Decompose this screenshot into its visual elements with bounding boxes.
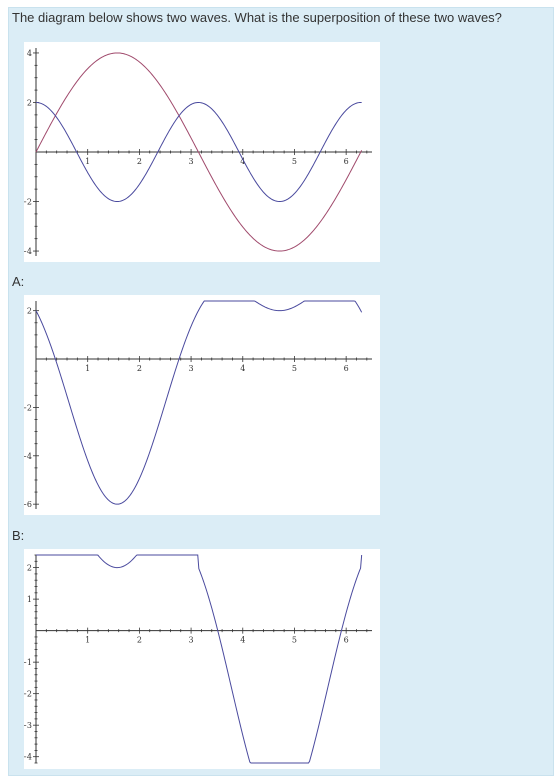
x-tick-label: 4 — [240, 157, 245, 166]
x-tick-label: 2 — [137, 364, 142, 373]
x-tick-label: 3 — [189, 157, 194, 166]
series-line — [35, 52, 363, 252]
chart-svg: 1 2 3 4 5 6 −6 −4 −2 2 — [24, 300, 372, 509]
x-tick-label: 2 — [137, 157, 142, 166]
y-tick-label: −2 — [24, 198, 32, 207]
x-tick-label: 1 — [85, 636, 90, 645]
option-a-label: A: — [12, 274, 25, 289]
x-tick-label: 1 — [85, 157, 90, 166]
x-tick-label: 2 — [137, 636, 142, 645]
x-tick-label: 5 — [292, 636, 297, 645]
option-a-plot[interactable]: 1 2 3 4 5 6 −6 −4 −2 2 — [24, 295, 380, 515]
x-tick-label: 5 — [292, 364, 297, 373]
y-tick-label: −4 — [24, 452, 32, 461]
y-tick-label: −3 — [24, 721, 32, 730]
y-tick-label: 2 — [27, 564, 32, 573]
series-line — [35, 101, 362, 203]
chart-svg: 1 2 3 4 5 6 −4 −2 2 4 — [24, 48, 372, 256]
y-tick-label: −4 — [24, 247, 32, 256]
x-tick-label: 5 — [292, 157, 297, 166]
y-tick-label: −2 — [24, 403, 32, 412]
x-tick-label: 4 — [240, 364, 245, 373]
x-tick-label: 6 — [344, 157, 349, 166]
x-tick-label: 3 — [189, 364, 194, 373]
x-tick-label: 4 — [240, 636, 245, 645]
y-tick-label: −1 — [24, 658, 32, 667]
y-tick-label: 2 — [27, 307, 32, 316]
y-tick-label: 2 — [27, 98, 32, 107]
question-plot: 1 2 3 4 5 6 −4 −2 2 4 — [24, 42, 380, 262]
x-tick-label: 1 — [85, 364, 90, 373]
option-b-label: B: — [12, 528, 25, 543]
question-text: The diagram below shows two waves. What … — [12, 10, 502, 25]
series-line — [35, 300, 363, 505]
y-tick-label: 4 — [27, 49, 32, 58]
x-tick-label: 3 — [189, 636, 194, 645]
option-b-plot[interactable]: 1 2 3 4 5 6 −4 −3 −2 −1 1 2 — [24, 549, 380, 769]
chart-svg: 1 2 3 4 5 6 −4 −3 −2 −1 1 2 — [24, 554, 372, 764]
series-line — [36, 554, 363, 764]
y-tick-label: −4 — [24, 753, 32, 762]
x-tick-label: 6 — [344, 364, 349, 373]
y-tick-label: −2 — [24, 690, 32, 699]
y-tick-label: 1 — [27, 595, 32, 604]
x-tick-label: 6 — [344, 636, 349, 645]
y-tick-label: −6 — [24, 500, 32, 509]
